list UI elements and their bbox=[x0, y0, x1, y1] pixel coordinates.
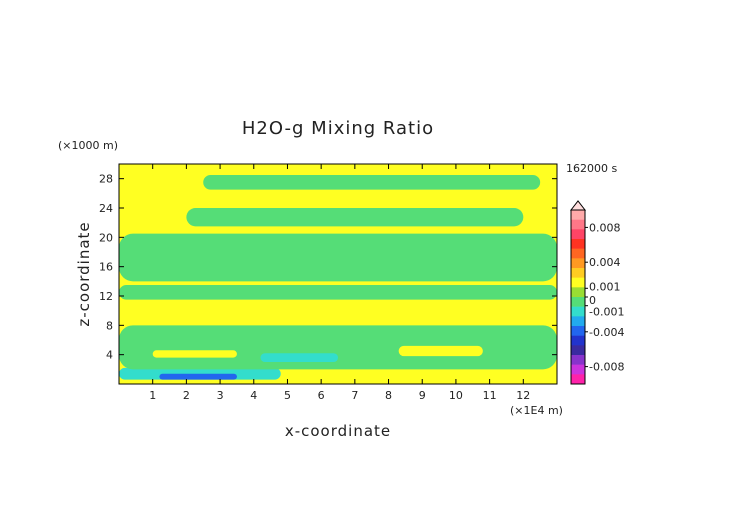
x-tick-label: 12 bbox=[516, 389, 530, 402]
x-tick-label: 4 bbox=[250, 389, 257, 402]
colorbar-swatch bbox=[571, 345, 585, 356]
field-region-6 bbox=[152, 350, 237, 358]
x-tick-label: 8 bbox=[385, 389, 392, 402]
field-region-9 bbox=[186, 208, 524, 227]
colorbar-swatch bbox=[571, 258, 585, 269]
colorbar-swatch bbox=[571, 287, 585, 298]
x-tick-label: 3 bbox=[217, 389, 224, 402]
plot-area bbox=[118, 163, 558, 385]
field-region-5 bbox=[398, 345, 483, 357]
colorbar-swatch bbox=[571, 239, 585, 249]
x-tick-label: 9 bbox=[419, 389, 426, 402]
x-tick-label: 6 bbox=[318, 389, 325, 402]
colorbar-label: 0.004 bbox=[589, 256, 621, 269]
colorbar-swatch bbox=[571, 219, 585, 230]
x-unit-label: (×1E4 m) bbox=[510, 404, 563, 417]
colorbar-swatch bbox=[571, 364, 585, 375]
y-tick-label: 8 bbox=[106, 319, 113, 332]
y-tick-label: 24 bbox=[99, 202, 113, 215]
y-tick-label: 16 bbox=[99, 261, 113, 274]
x-axis-label: x-coordinate bbox=[285, 422, 391, 440]
x-tick-label: 5 bbox=[284, 389, 291, 402]
y-tick-label: 4 bbox=[106, 349, 113, 362]
field-region-10 bbox=[203, 175, 541, 190]
y-axis-label: z-coordinate bbox=[75, 221, 93, 326]
field-layer bbox=[119, 175, 557, 384]
colorbar-swatch bbox=[571, 316, 585, 327]
colorbar-overflow-arrow bbox=[569, 200, 587, 211]
colorbar-swatch bbox=[571, 277, 585, 288]
x-tick-label: 7 bbox=[351, 389, 358, 402]
y-unit-label: (×1000 m) bbox=[58, 139, 118, 152]
x-tick-label: 11 bbox=[483, 389, 497, 402]
x-ticks: 1 2 3 4 5 6 7 8 9 10 11 12 bbox=[149, 164, 530, 402]
field-region-8 bbox=[119, 233, 557, 282]
colorbar-label: 0 bbox=[589, 294, 596, 307]
colorbar-swatch bbox=[571, 210, 585, 220]
colorbar-swatch bbox=[571, 229, 585, 240]
x-tick-label: 1 bbox=[149, 389, 156, 402]
field-region-2 bbox=[159, 373, 237, 380]
colorbar-label: 0.008 bbox=[589, 221, 621, 234]
colorbar-label: -0.008 bbox=[589, 361, 624, 374]
colorbar-label: 0.001 bbox=[589, 280, 621, 293]
colorbar-swatch bbox=[571, 335, 585, 346]
chart-title: H2O-g Mixing Ratio bbox=[242, 118, 434, 139]
colorbar-swatch bbox=[571, 248, 585, 259]
colorbar-swatch bbox=[571, 297, 585, 307]
field-region-4 bbox=[260, 353, 338, 362]
colorbar-swatch bbox=[571, 355, 585, 365]
colorbar-label: -0.004 bbox=[589, 326, 624, 339]
y-tick-label: 12 bbox=[99, 290, 113, 303]
plot-frame bbox=[118, 163, 558, 385]
time-label: 162000 s bbox=[566, 162, 617, 175]
colorbar-swatch bbox=[571, 306, 585, 317]
field-region-3 bbox=[119, 325, 557, 370]
y-ticks: 4 8 12 16 20 24 28 bbox=[99, 173, 557, 362]
colorbar-swatch bbox=[571, 268, 585, 278]
colorbar-swatch bbox=[571, 326, 585, 336]
y-tick-label: 28 bbox=[99, 173, 113, 186]
colorbar-swatch bbox=[571, 374, 585, 385]
y-tick-label: 20 bbox=[99, 231, 113, 244]
x-tick-label: 10 bbox=[449, 389, 463, 402]
field-region-7 bbox=[119, 285, 557, 300]
x-tick-label: 2 bbox=[183, 389, 190, 402]
field-region-0 bbox=[119, 381, 557, 384]
colorbar-label: -0.001 bbox=[589, 306, 624, 319]
